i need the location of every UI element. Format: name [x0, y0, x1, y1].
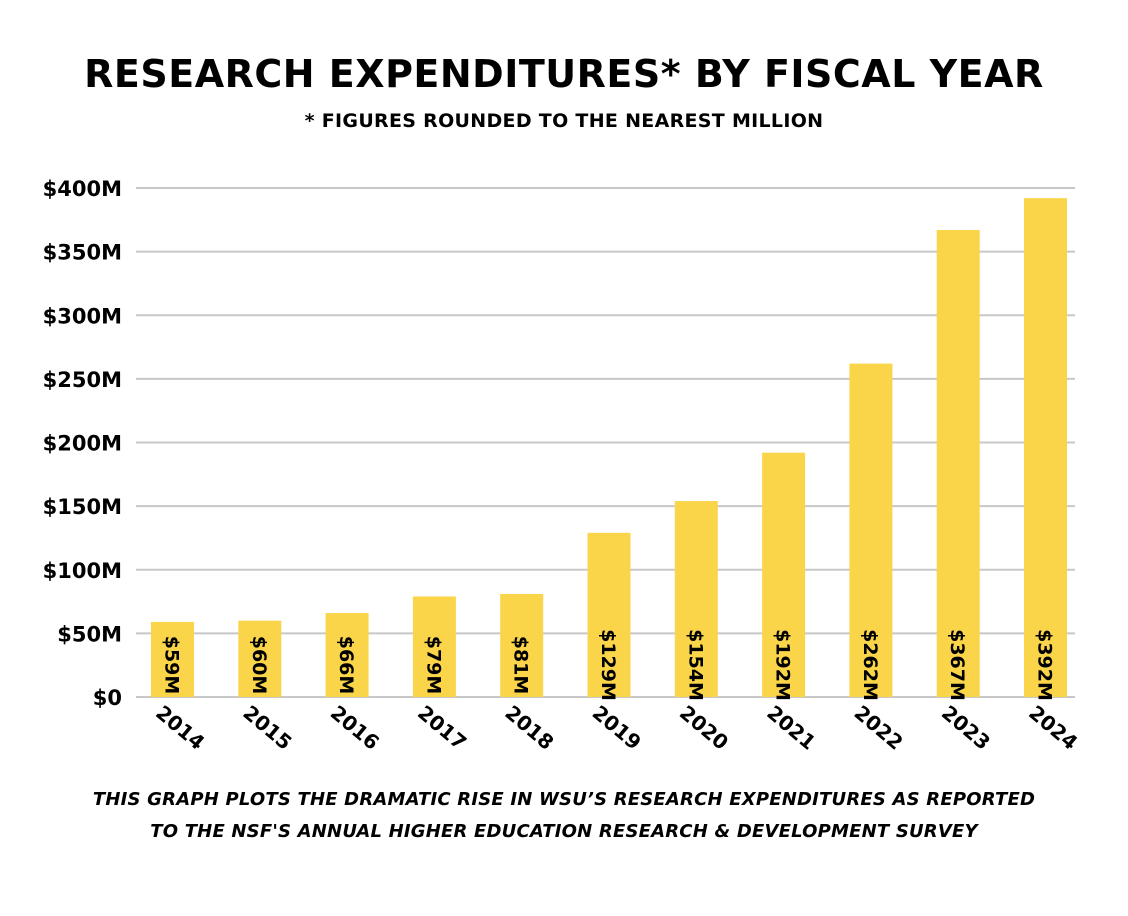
x-tick-label: 2014 — [151, 700, 209, 754]
bars: $59M $60M $66M $79M $81M $129M $154M $192M $262M… — [151, 198, 1067, 701]
bar — [587, 532, 631, 697]
x-tick-label: 2019 — [588, 700, 646, 754]
data-label: $154M — [684, 629, 706, 701]
data-label: $392M — [1034, 629, 1056, 701]
chart-subtitle: * FIGURES ROUNDED TO THE NEAREST MILLION — [304, 110, 824, 132]
y-tick-label: $200M — [43, 432, 122, 456]
data-label: $262M — [859, 629, 881, 701]
bar — [500, 593, 544, 697]
bar — [849, 363, 893, 697]
data-label: $66M — [335, 636, 357, 695]
bar — [762, 452, 806, 697]
data-label: $60M — [248, 636, 270, 695]
y-tick-label: $400M — [43, 177, 122, 201]
y-tick-label: $350M — [43, 241, 122, 265]
x-tick-label: 2020 — [675, 700, 733, 754]
y-tick-label: $50M — [57, 622, 122, 646]
y-tick-label: $250M — [43, 368, 122, 392]
y-axis: $0 $50M $100M $150M $200M $250M $300M $350M $400… — [43, 177, 122, 710]
bar — [151, 621, 194, 697]
data-label: $129M — [597, 629, 619, 701]
x-tick-label: 2016 — [326, 700, 384, 754]
bar — [674, 501, 718, 697]
footnote-line-1: THIS GRAPH PLOTS THE DRAMATIC RISE IN WS… — [92, 789, 1036, 810]
x-tick-label: 2021 — [762, 700, 820, 754]
y-tick-label: $300M — [43, 304, 122, 328]
bar — [412, 596, 456, 697]
data-label: $367M — [946, 629, 968, 701]
bar-chart: $0 $50M $100M $150M $200M $250M $300M $350M $400… — [43, 177, 1083, 755]
y-tick-label: $150M — [43, 495, 122, 519]
bar — [936, 229, 980, 697]
data-label: $81M — [510, 636, 532, 695]
x-tick-label: 2023 — [937, 700, 995, 754]
x-tick-label: 2022 — [850, 700, 908, 754]
bar — [1024, 198, 1067, 697]
x-tick-label: 2015 — [239, 700, 297, 754]
bar — [238, 620, 282, 697]
data-label: $59M — [161, 636, 183, 695]
x-tick-label: 2017 — [413, 700, 471, 754]
x-tick-label: 2024 — [1024, 700, 1082, 754]
x-axis: 2014 2015 2016 2017 2018 2019 2020 2021 2022 2023… — [151, 700, 1082, 754]
footnote-line-2: TO THE NSF'S ANNUAL HIGHER EDUCATION RES… — [150, 821, 978, 842]
y-tick-label: $100M — [43, 559, 122, 583]
data-label: $79M — [422, 636, 444, 695]
y-tick-label: $0 — [93, 686, 122, 710]
x-tick-label: 2018 — [500, 700, 558, 754]
chart-title: RESEARCH EXPENDITURES* BY FISCAL YEAR — [84, 52, 1044, 96]
data-label: $192M — [772, 629, 794, 701]
bar — [325, 613, 369, 697]
